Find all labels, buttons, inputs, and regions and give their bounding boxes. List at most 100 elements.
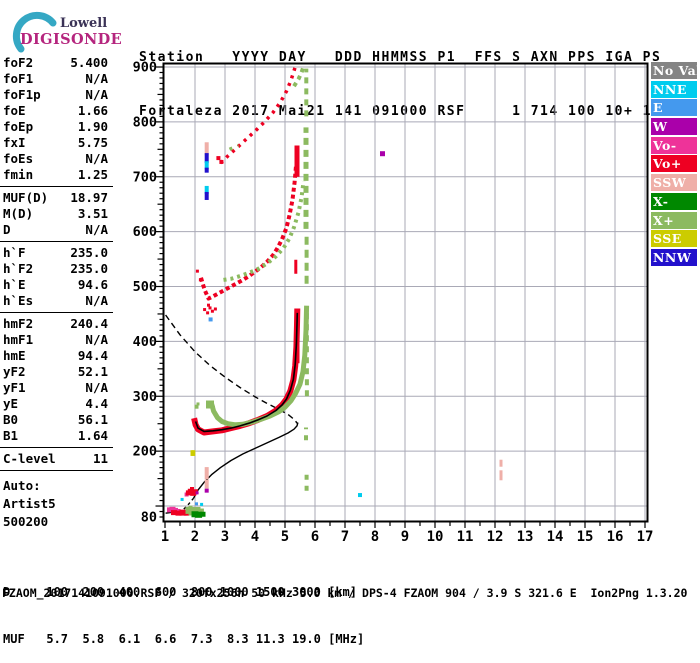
param-label: fmin: [3, 167, 34, 182]
param-row-mufd: MUF(D) 18.97: [0, 190, 113, 206]
echo-point-vo+: [192, 489, 198, 495]
panel-separator: [0, 312, 113, 313]
trace-hop3-o-trace: [219, 66, 297, 165]
param-row-fmin: fmin 1.25: [0, 167, 113, 183]
param-row-hmf1: hmF1 N/A: [0, 332, 113, 348]
param-value: 4.4: [85, 396, 108, 411]
echo-point-sse: [192, 450, 196, 454]
param-value: 1.90: [77, 119, 108, 134]
echo-point-ssw: [204, 142, 209, 156]
y-tick-label: 500: [133, 279, 157, 295]
param-row-md: M(D) 3.51: [0, 206, 113, 222]
param-value: 11: [92, 451, 108, 466]
param-row-foes: foEs N/A: [0, 151, 113, 167]
echo-point-ssw: [204, 467, 209, 480]
y-tick-label: 900: [133, 60, 157, 76]
param-row-b1: B1 1.64: [0, 428, 113, 444]
echo-direction-legend: No Val NNE E W Vo- Vo+ SSW X- X+ SSE NNW: [651, 62, 697, 268]
param-label: C-level: [3, 451, 56, 466]
legend-item-x: X+: [651, 211, 697, 229]
trace-hop3-x-dots: [228, 143, 240, 151]
param-label: yF1: [3, 380, 26, 395]
param-row-hmf2: hmF2 240.4: [0, 316, 113, 332]
param-row-foe: foE 1.66: [0, 103, 113, 119]
echo-point-vo+: [294, 259, 298, 274]
panel-separator: [0, 470, 113, 471]
param-label: yF2: [3, 364, 26, 379]
autoscaling-line: 500200: [3, 514, 49, 529]
param-value: N/A: [85, 380, 108, 395]
panel-separator: [0, 447, 113, 448]
echo-point-vo+: [195, 269, 199, 273]
echo-point-sse: [190, 450, 194, 454]
param-value: 5.75: [77, 135, 108, 150]
x-tick-label: 4: [251, 529, 259, 545]
legend-item-nne: NNE: [651, 80, 697, 98]
param-value: 5.400: [70, 55, 108, 70]
echo-point-vo+: [206, 311, 210, 315]
param-label: h`Es: [3, 293, 34, 308]
param-value: N/A: [85, 87, 108, 102]
param-label: foEs: [3, 151, 34, 166]
echo-point-nnw: [204, 191, 209, 200]
echo-point-vo+: [175, 510, 182, 516]
x-tick-label: 6: [311, 529, 319, 545]
param-row-fxi: fxI 5.75: [0, 135, 113, 151]
param-value: 94.4: [77, 348, 108, 363]
echo-point-nne: [180, 497, 184, 501]
echo-point-x+: [192, 506, 201, 515]
header-columns-line: Station YYYY DAY DDD HHMMSS P1 FFS S AXN…: [139, 50, 662, 65]
distance-row: D 100 200 400 600 800 1000 1500 3000 [km…: [3, 585, 358, 599]
legend-item-vo: Vo-: [651, 136, 697, 154]
echo-point-ssw: [204, 479, 209, 489]
echo-point-x+: [188, 505, 193, 510]
param-value: 235.0: [70, 261, 108, 276]
legend-item-noval: No Val: [651, 62, 697, 79]
param-label: h`E: [3, 277, 26, 292]
param-row-clevel: C-level 11: [0, 451, 113, 467]
param-value: 52.1: [77, 364, 108, 379]
param-label: B0: [3, 412, 19, 427]
panel-separator: [0, 186, 113, 187]
echo-point-vo+: [171, 510, 177, 516]
y-tick-label: 700: [133, 169, 157, 185]
y-tick-label: 200: [133, 444, 157, 460]
param-row-fof2: foF2 5.400: [0, 55, 113, 71]
param-value: 235.0: [70, 245, 108, 260]
y-tick-label: 80: [141, 510, 157, 526]
echo-point-vo+: [208, 306, 212, 310]
echo-point-vo+: [219, 159, 224, 164]
logo-arc-icon: [12, 11, 57, 53]
param-row-d: D N/A: [0, 222, 113, 238]
param-label: foEp: [3, 119, 34, 134]
param-value: 3.51: [77, 206, 108, 221]
echo-point-nne: [358, 493, 362, 498]
param-label: hmE: [3, 348, 26, 363]
param-label: hmF2: [3, 316, 34, 331]
x-tick-label: 1: [161, 529, 169, 545]
panel-separator: [0, 241, 113, 242]
echo-point-vo+: [216, 156, 221, 161]
legend-item-nnw: NNW: [651, 248, 697, 266]
trace-hop3-x-top: [292, 67, 305, 88]
x-tick-label: 10: [427, 529, 444, 545]
param-label: h`F2: [3, 261, 34, 276]
param-row-b0: B0 56.1: [0, 412, 113, 428]
echo-point-ssw: [499, 470, 503, 481]
param-label: B1: [3, 428, 19, 443]
param-value: 240.4: [70, 316, 108, 331]
legend-item-w: W: [651, 118, 697, 136]
param-label: yE: [3, 396, 19, 411]
legend-item-x: X-: [651, 192, 697, 210]
logo-lowell-text: Lowell: [60, 16, 107, 31]
echo-point-vo+: [190, 487, 194, 492]
param-value: 56.1: [77, 412, 108, 427]
trace-hop2-o-trace: [199, 164, 299, 301]
echo-point-vo+: [198, 278, 202, 282]
param-row-hf2: h`F2 235.0: [0, 261, 113, 277]
echo-point-vo+: [213, 307, 217, 311]
autoscaling-line: Artist5: [3, 496, 56, 511]
measurement-footer: FZAOM_2017141091000.RSF / 320fx256h 50 k…: [2, 586, 688, 600]
param-label: foF1p: [3, 87, 41, 102]
